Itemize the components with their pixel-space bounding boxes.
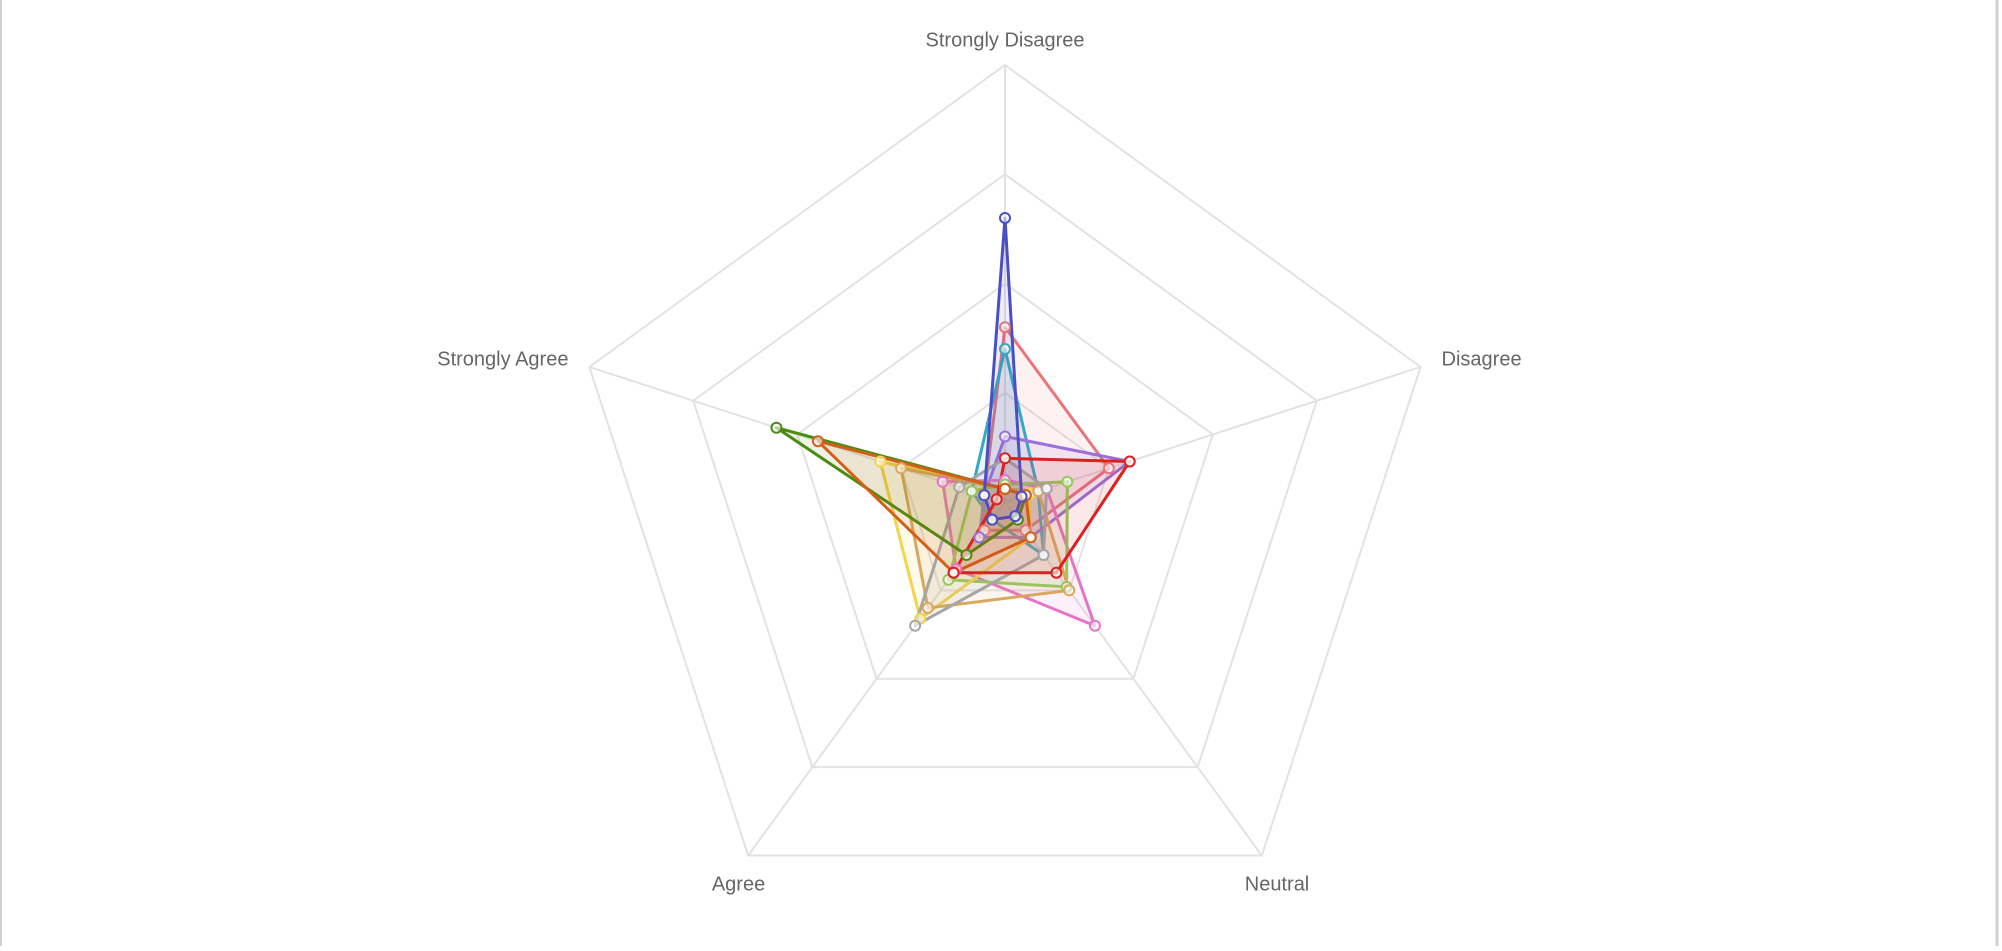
- axis-spoke: [1004, 501, 1263, 857]
- data-point: [999, 321, 1011, 334]
- data-point: [999, 343, 1011, 356]
- data-point: [1063, 584, 1076, 597]
- data-point: [999, 211, 1011, 224]
- axis-label: Strongly Agree: [437, 348, 568, 370]
- series-area: [982, 216, 1024, 522]
- grid-ring: [692, 173, 1318, 769]
- data-point: [990, 493, 1003, 506]
- data-point: [1009, 510, 1022, 523]
- data-point: [999, 452, 1011, 465]
- data-point: [936, 475, 949, 488]
- data-point: [874, 455, 887, 468]
- data-point: [770, 421, 783, 434]
- data-point: [965, 485, 978, 498]
- data-point: [999, 430, 1011, 443]
- axis-label: Strongly Disagree: [926, 29, 1085, 51]
- series-area: [952, 456, 1132, 575]
- axis-label: Agree: [712, 874, 765, 896]
- data-point: [999, 482, 1011, 495]
- data-point: [921, 602, 934, 615]
- axis-label: Disagree: [1442, 348, 1522, 370]
- axis-label: Neutral: [1245, 874, 1309, 896]
- data-point: [1050, 566, 1063, 579]
- axis-spoke: [1004, 366, 1421, 503]
- data-point: [1061, 475, 1074, 488]
- data-point: [811, 435, 824, 448]
- data-point: [953, 481, 966, 494]
- grid-ring: [588, 63, 1422, 857]
- data-point: [1037, 549, 1050, 562]
- data-point: [947, 566, 960, 579]
- data-point: [1040, 482, 1053, 495]
- data-point: [1088, 619, 1101, 632]
- data-point: [895, 462, 908, 475]
- data-point: [960, 549, 973, 562]
- data-point: [986, 513, 999, 526]
- data-point: [1024, 531, 1037, 544]
- data-point: [909, 619, 922, 632]
- data-point: [973, 531, 986, 544]
- data-point: [1015, 490, 1028, 503]
- data-point: [978, 489, 991, 502]
- grid-ring: [796, 282, 1214, 680]
- data-point: [1123, 455, 1136, 468]
- data-point: [1102, 462, 1115, 475]
